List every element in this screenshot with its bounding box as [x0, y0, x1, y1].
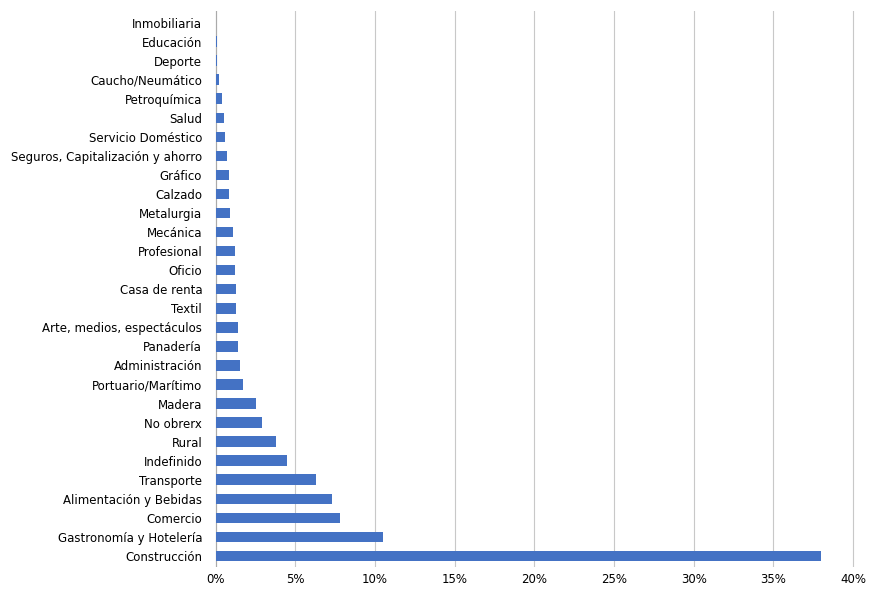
- Bar: [216, 436, 276, 447]
- Bar: [216, 531, 383, 542]
- Bar: [216, 513, 340, 523]
- Bar: [216, 360, 240, 371]
- Bar: [216, 150, 227, 161]
- Bar: [216, 265, 234, 275]
- Bar: [216, 170, 228, 180]
- Bar: [216, 494, 332, 504]
- Bar: [216, 208, 230, 219]
- Bar: [216, 227, 234, 238]
- Bar: [216, 189, 228, 199]
- Bar: [216, 284, 236, 294]
- Bar: [216, 379, 242, 390]
- Bar: [216, 550, 821, 561]
- Bar: [216, 341, 238, 352]
- Bar: [216, 303, 236, 313]
- Bar: [216, 131, 226, 142]
- Bar: [216, 417, 262, 428]
- Bar: [216, 456, 288, 466]
- Bar: [216, 398, 256, 409]
- Bar: [216, 75, 219, 85]
- Bar: [216, 94, 222, 104]
- Bar: [216, 322, 238, 333]
- Bar: [216, 246, 234, 256]
- Bar: [216, 113, 224, 123]
- Bar: [216, 36, 218, 47]
- Bar: [216, 475, 316, 485]
- Bar: [216, 56, 218, 66]
